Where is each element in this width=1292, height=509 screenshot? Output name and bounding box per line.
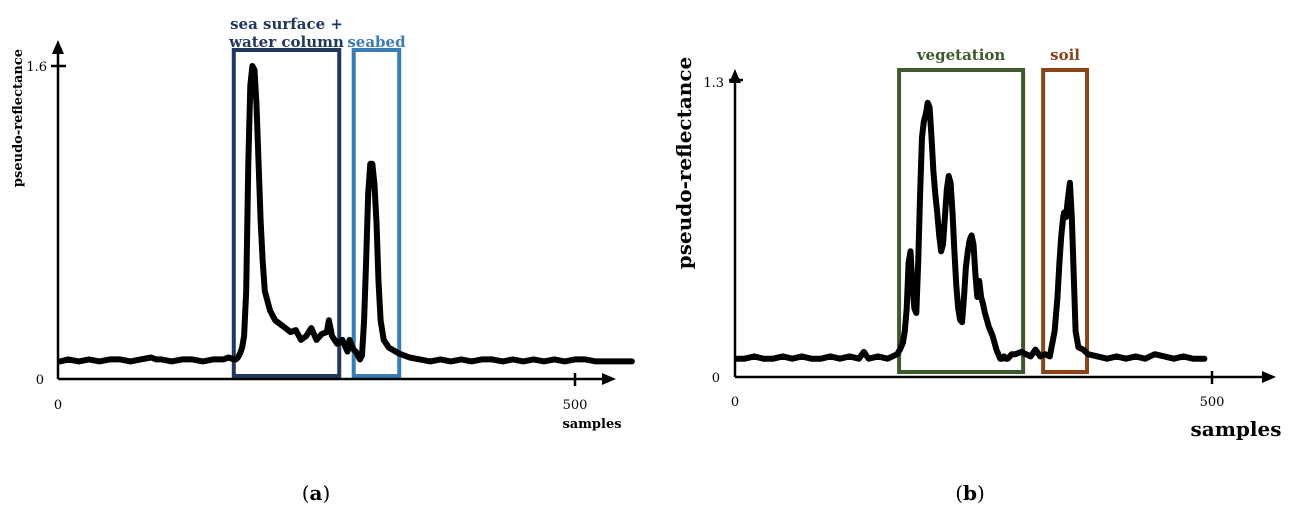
panel-a-x-axis-label: samples [562,417,621,432]
panel-a-region-label-0-line-0: sea surface + [230,15,343,33]
panel-b-series [733,99,1208,362]
panel-a-region-label-0-line-1: water column [228,33,344,51]
panel-b-series-line-0 [733,99,1208,362]
panel-a-y-tick-label-top: 1.6 [26,60,47,75]
panel-a-caption-letter: a [310,481,323,505]
panel-b-x-axis-label: samples [1191,417,1282,441]
panel-b-boxes [897,68,1090,374]
panel-a-region-box-1 [351,48,402,378]
panel-a-x-tick-label-zero: 0 [54,398,62,413]
panel-b-caption: (b) [955,481,985,505]
panel-a-series [57,63,635,365]
panel-b-y-axis-label: pseudo-reflectance [672,57,696,269]
panel-a-y-tick-label-zero: 0 [36,373,44,388]
panel-b-box-labels: vegetation soil [916,46,1080,64]
panel-a-y-axis-label: pseudo-reflectance [11,49,26,187]
panel-a: 1.6 0 0 500 samples pseudo-reflectance s… [11,15,635,505]
panel-a-caption: (a) [302,481,331,505]
panel-b-region-label-1: soil [1050,46,1080,64]
panel-b-region-box-0 [897,68,1026,374]
panel-a-x-axis-arrow [602,373,616,385]
panel-b-x-tick-label-end: 500 [1200,395,1225,410]
panel-b-y-tick-label-zero: 0 [712,371,720,386]
panel-a-x-tick-label-end: 500 [563,398,588,413]
panel-a-region-box-0 [231,48,342,378]
panel-a-region-label-1: seabed [347,33,406,51]
panel-b-caption-letter: b [963,481,977,505]
panel-b-region-box-1 [1041,68,1090,374]
panel-a-boxes [231,48,402,378]
panel-a-y-axis-arrow [52,40,64,54]
panel-b-x-axis-arrow [1262,371,1276,383]
panel-b-x-tick-label-zero: 0 [731,395,739,410]
panel-a-box-labels: sea surface +water column seabed [228,15,406,51]
panel-b-y-tick-label-top: 1.3 [703,76,724,91]
panel-b: 1.3 0 0 500 samples pseudo-reflectance v… [672,46,1281,505]
panel-a-series-line-0 [57,63,635,365]
panel-b-region-label-0: vegetation [916,46,1006,64]
